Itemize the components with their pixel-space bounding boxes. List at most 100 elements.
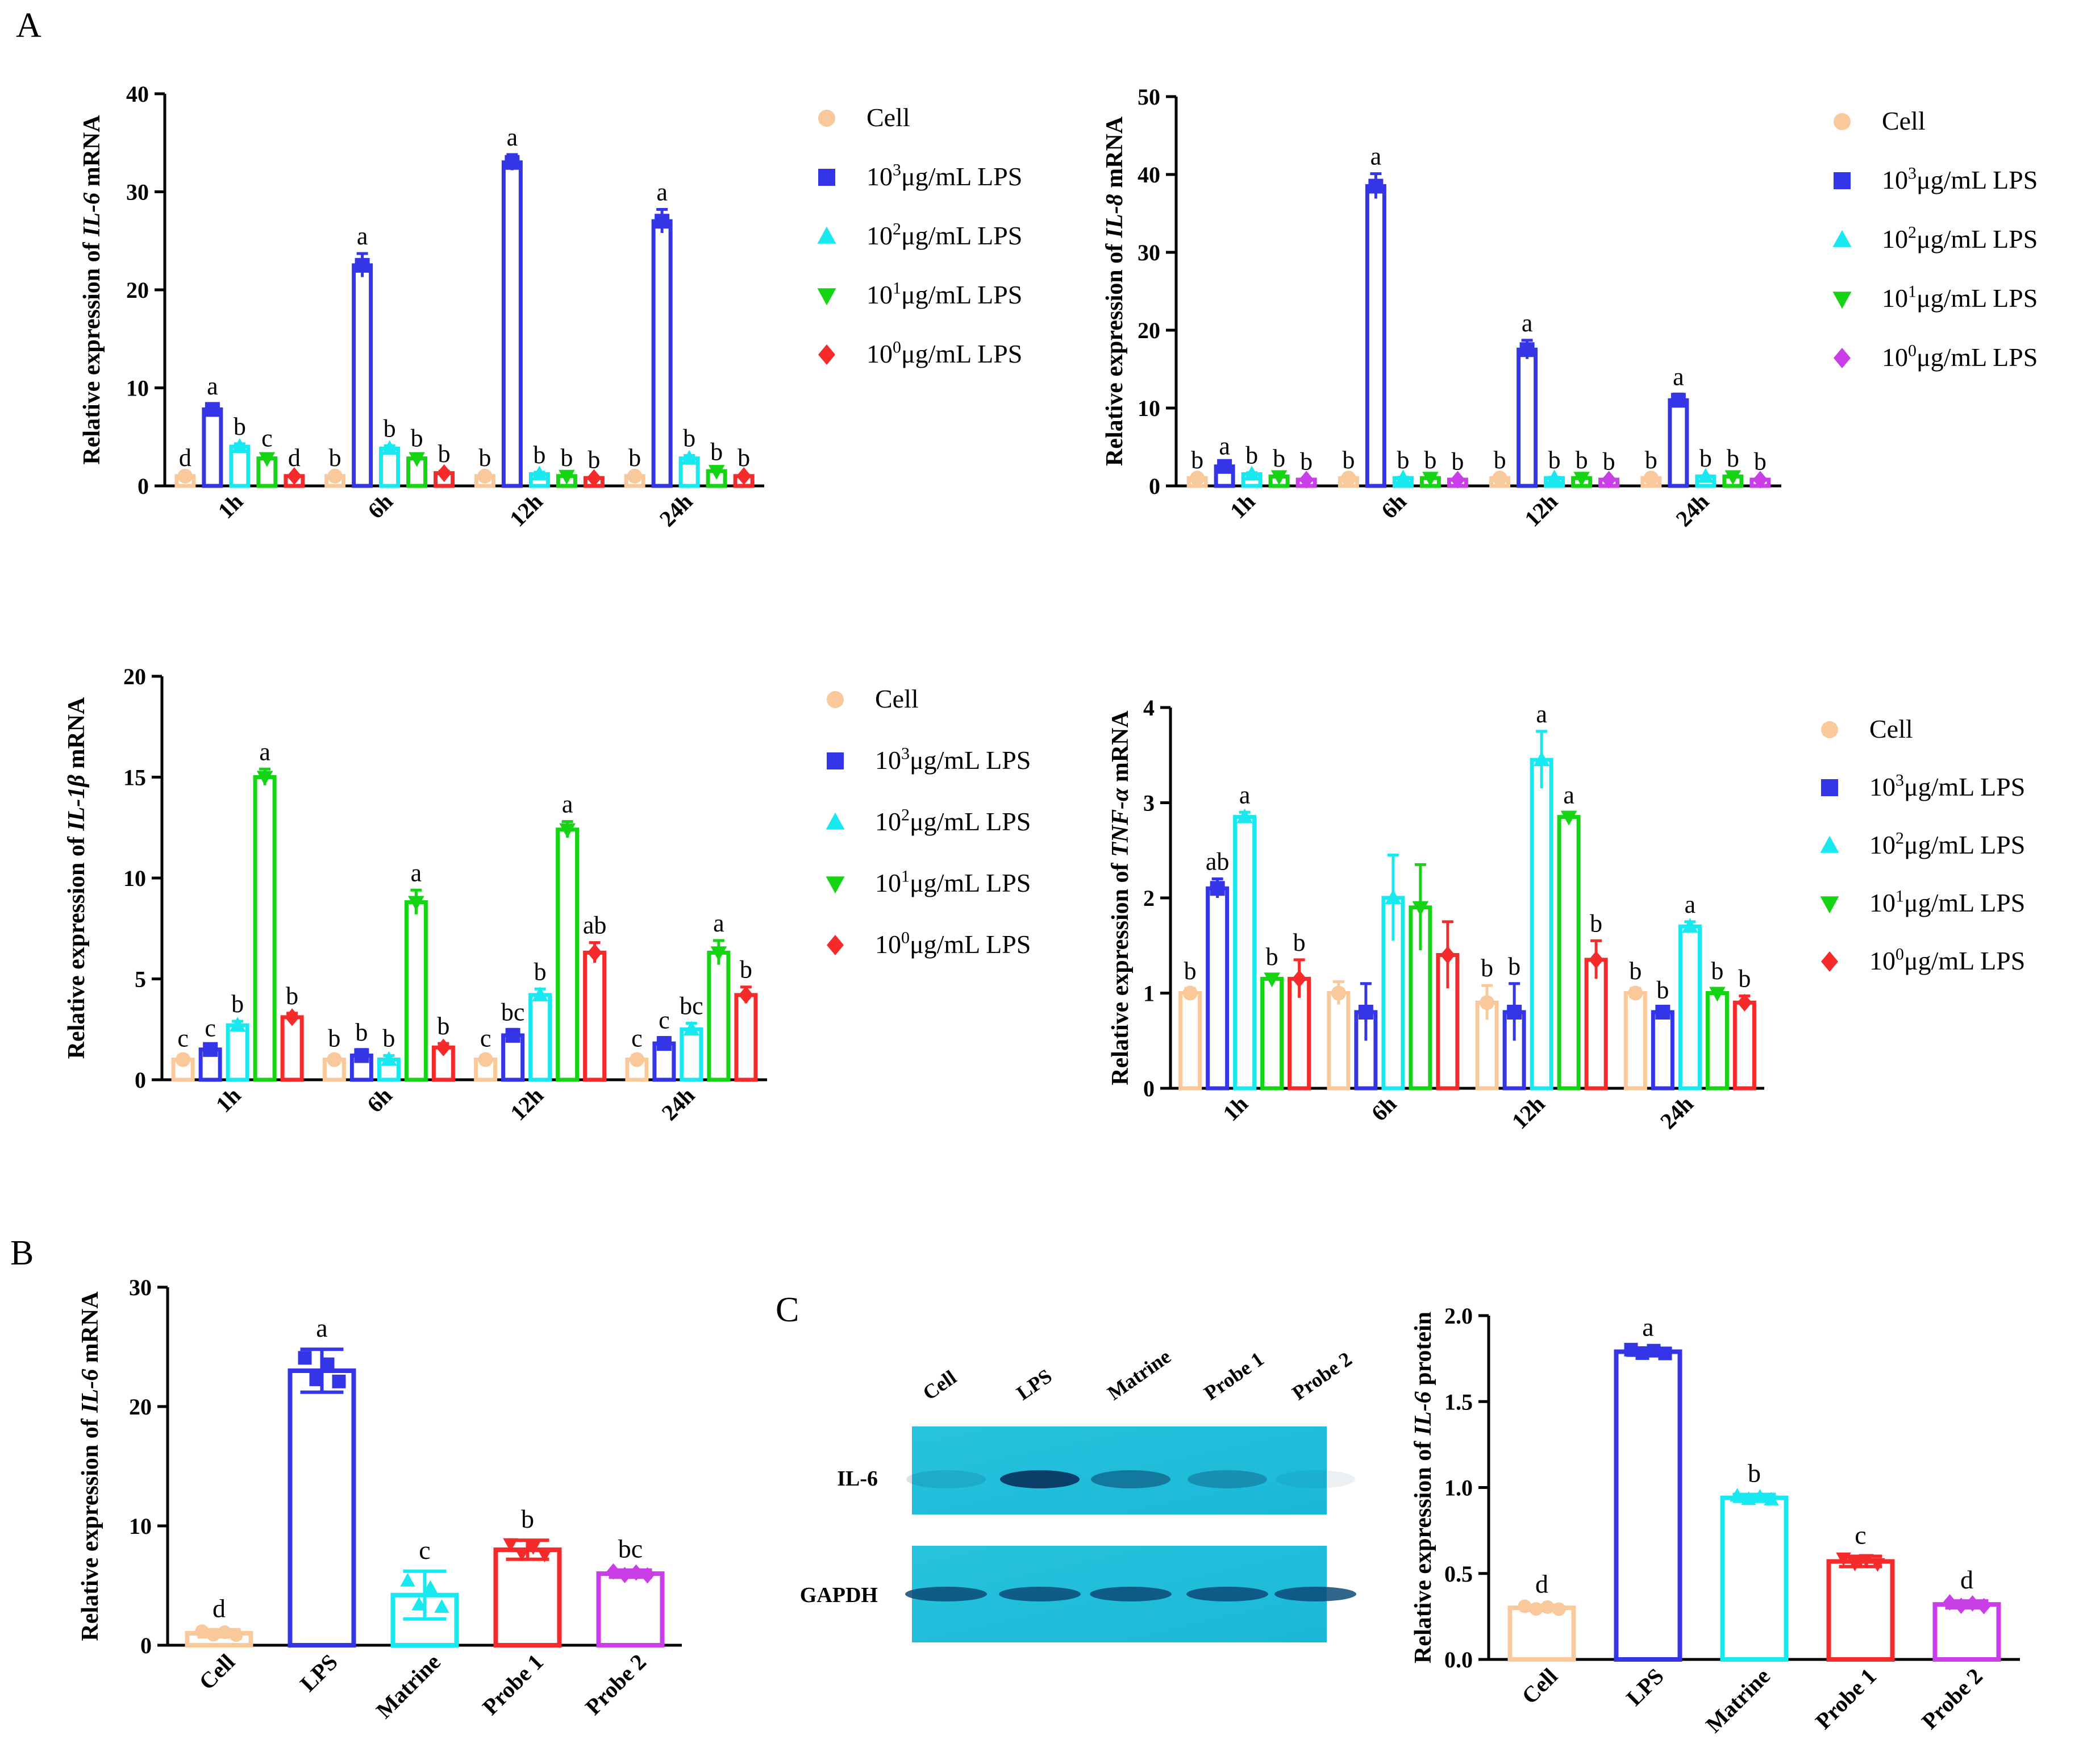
significance-letter: a: [1563, 781, 1574, 809]
significance-letter: b: [438, 440, 451, 468]
significance-letter: b: [534, 958, 547, 985]
legend-label: Cell: [875, 684, 919, 713]
data-point: [532, 986, 548, 1001]
data-point: [1628, 985, 1643, 1001]
bar: [1530, 758, 1553, 1091]
legend: Cell 103μg/mL LPS 102μg/mL LPS 101μg/mL LPS…: [1820, 714, 2025, 975]
legend-label: 103μg/mL LPS: [1882, 164, 2038, 194]
bar: [1932, 1602, 2001, 1662]
significance-letter: b: [1748, 1459, 1761, 1488]
data-point: [1546, 469, 1563, 485]
y-axis-title: Relative expression of TNF-α mRNA: [1107, 710, 1134, 1085]
data-point: [681, 450, 698, 465]
y-tick-label: 1.5: [1444, 1389, 1473, 1414]
data-point: [618, 1567, 632, 1583]
significance-letter: a: [259, 738, 270, 765]
legend-label: Cell: [1882, 106, 1926, 135]
blot-lane-label: LPS: [1013, 1364, 1056, 1405]
y-tick-label: 0.5: [1444, 1561, 1473, 1587]
data-point: [285, 1008, 300, 1026]
bar: [1327, 991, 1351, 1091]
data-point: [434, 1599, 449, 1613]
blot-strip-il6: [912, 1426, 1327, 1515]
bar: [1732, 1000, 1756, 1091]
data-point: [1670, 393, 1686, 408]
x-tick-label: 6h: [362, 1083, 397, 1118]
data-point: [1737, 993, 1752, 1012]
data-point: [1492, 471, 1507, 486]
y-tick-label: 0: [138, 473, 149, 499]
bar: [556, 827, 580, 1082]
data-point: [559, 469, 575, 485]
significance-letter: b: [560, 444, 573, 472]
data-point: [1190, 471, 1205, 486]
data-point: [1299, 471, 1314, 489]
significance-letter: b: [286, 982, 298, 1010]
data-point: [1358, 1005, 1373, 1020]
y-axis-title: Relative expression of IL-6 mRNA: [77, 1291, 103, 1641]
significance-letter: c: [480, 1024, 491, 1052]
data-point: [629, 1564, 643, 1581]
y-tick-label: 40: [1138, 162, 1160, 188]
data-point: [1395, 469, 1411, 485]
data-point: [1741, 1491, 1756, 1505]
blot-row-label: GAPDH: [800, 1583, 878, 1607]
blot-band-gapdh: [1274, 1587, 1356, 1601]
significance-letter: b: [1300, 448, 1313, 476]
data-point: [1560, 810, 1577, 826]
significance-letter: c: [659, 1006, 670, 1034]
significance-letter: b: [1397, 446, 1409, 474]
y-tick-label: 10: [123, 866, 146, 891]
data-point: [559, 823, 576, 838]
significance-letter: d: [213, 1594, 226, 1623]
y-tick-label: 10: [126, 376, 149, 401]
bar: [583, 950, 607, 1082]
significance-letter: a: [1642, 1312, 1653, 1341]
data-point: [1752, 471, 1768, 489]
y-tick-label: 20: [1138, 318, 1160, 343]
significance-letter: bc: [618, 1534, 643, 1563]
significance-letter: a: [316, 1313, 327, 1342]
significance-letter: b: [355, 1018, 368, 1046]
blot-band-gapdh: [1186, 1587, 1268, 1601]
legend-label: 100μg/mL LPS: [1869, 945, 2025, 975]
data-point: [708, 465, 725, 480]
significance-letter: b: [1645, 446, 1657, 474]
data-point: [1764, 1491, 1779, 1505]
y-tick-label: 1: [1143, 981, 1155, 1006]
data-point: [505, 155, 520, 170]
data-point: [309, 1372, 323, 1387]
significance-letter: b: [437, 1012, 449, 1040]
blot-band-gapdh: [905, 1587, 987, 1601]
legend-marker: [1834, 113, 1851, 130]
data-point: [206, 1628, 220, 1642]
data-point: [423, 1580, 438, 1594]
data-point: [1519, 342, 1535, 357]
blot-band-il6: [906, 1470, 986, 1488]
significance-letter: c: [205, 1014, 216, 1042]
x-tick-label: 6h: [363, 489, 398, 524]
x-tick-label: Matrine: [1701, 1663, 1775, 1738]
data-point: [736, 467, 752, 485]
data-point: [1643, 471, 1659, 486]
data-point: [229, 1017, 246, 1032]
significance-letter: b: [478, 444, 491, 472]
significance-letter: b: [1576, 446, 1588, 474]
data-point: [1210, 881, 1225, 896]
legend: Cell 103μg/mL LPS 102μg/mL LPS 101μg/mL LPS…: [1832, 106, 2038, 372]
data-point: [629, 1052, 644, 1067]
legend-label: 103μg/mL LPS: [1869, 771, 2025, 801]
data-point: [1589, 951, 1604, 969]
legend-marker: [818, 344, 835, 365]
significance-letter: b: [1451, 448, 1464, 476]
data-point: [1847, 1558, 1863, 1572]
bar: [596, 1571, 665, 1647]
data-point: [1270, 470, 1288, 485]
data-point: [1341, 471, 1356, 486]
data-point: [286, 467, 302, 485]
bar: [1668, 398, 1689, 488]
data-point: [1217, 459, 1232, 474]
data-point: [1965, 1595, 1980, 1612]
y-tick-label: 0.0: [1444, 1647, 1473, 1673]
legend-label: 103μg/mL LPS: [875, 744, 1031, 775]
